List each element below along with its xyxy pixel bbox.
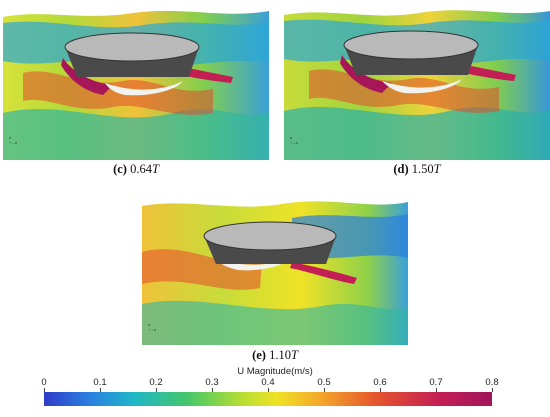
caption-d-letter: (d) bbox=[393, 162, 409, 176]
axes-triad-icon: z ↑→x bbox=[290, 135, 298, 145]
colorbar-tick-label: 0.4 bbox=[261, 377, 275, 388]
colorbar-tick-label: 0.1 bbox=[93, 377, 107, 388]
colorbar-tick-mark bbox=[211, 388, 213, 392]
caption-c-letter: (c) bbox=[113, 162, 127, 176]
panel-e-image: z ↑→x bbox=[142, 192, 408, 345]
colorbar-tick-label: 0.3 bbox=[205, 377, 219, 388]
caption-c: (c) 0.64T bbox=[3, 162, 269, 177]
panel-c-image: z ↑→x bbox=[3, 3, 269, 160]
colorbar-title: U Magnitude(m/s) bbox=[237, 366, 313, 377]
colorbar-tick-mark bbox=[43, 388, 45, 392]
caption-e-unit: T bbox=[290, 348, 298, 362]
colorbar-tick-mark bbox=[155, 388, 157, 392]
colorbar-tick-mark bbox=[99, 388, 101, 392]
colorbar-tick-mark bbox=[267, 388, 269, 392]
colorbar bbox=[44, 392, 492, 406]
panel-d-image: z ↑→x bbox=[284, 3, 550, 160]
colorbar-tick-label: 0.6 bbox=[373, 377, 387, 388]
colorbar-tick-mark bbox=[491, 388, 493, 392]
caption-d-value: 1.50 bbox=[411, 162, 434, 176]
caption-c-unit: T bbox=[151, 162, 159, 176]
colorbar-tick-mark bbox=[379, 388, 381, 392]
axes-triad-icon: z ↑→x bbox=[148, 322, 156, 332]
colorbar-tick-label: 0.8 bbox=[485, 377, 499, 388]
colorbar-tick-label: 0.7 bbox=[429, 377, 443, 388]
caption-d: (d) 1.50T bbox=[284, 162, 550, 177]
colorbar-tick-label: 0.5 bbox=[317, 377, 331, 388]
caption-d-unit: T bbox=[433, 162, 441, 176]
colorbar-tick-label: 0.2 bbox=[149, 377, 163, 388]
caption-e-letter: (e) bbox=[252, 348, 266, 362]
colorbar-tick-label: 0 bbox=[41, 377, 47, 388]
colorbar-tick-mark bbox=[435, 388, 437, 392]
colorbar-tick-mark bbox=[323, 388, 325, 392]
axes-triad-icon: z ↑→x bbox=[9, 135, 17, 145]
caption-e: (e) 1.10T bbox=[142, 348, 408, 363]
caption-e-value: 1.10 bbox=[269, 348, 291, 362]
caption-c-value: 0.64 bbox=[130, 162, 152, 176]
